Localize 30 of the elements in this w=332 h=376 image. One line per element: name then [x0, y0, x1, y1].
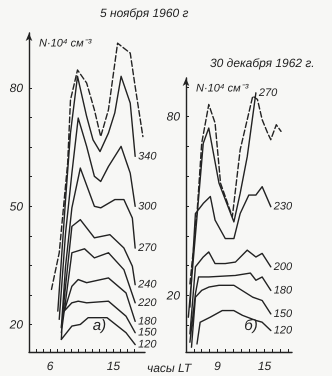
series-label: 270 — [258, 86, 278, 99]
series-label: 240 — [137, 278, 158, 291]
x-tick-label: 6 — [46, 359, 54, 373]
series-label: 180 — [138, 315, 158, 328]
y-tick-label: 80 — [166, 110, 180, 124]
series-label: 300 — [138, 200, 158, 212]
series-label: 120 — [274, 324, 294, 337]
series-label: 150 — [274, 308, 294, 320]
x-tick-label: 15 — [106, 359, 120, 373]
series-label: 340 — [138, 150, 158, 162]
series-label: 200 — [272, 260, 294, 273]
series-label: 230 — [272, 200, 294, 213]
y-axis-title: N·10⁴ см⁻³ — [196, 82, 249, 94]
y-tick-label: 20 — [8, 317, 24, 332]
y-tick-label: 80 — [10, 81, 24, 96]
annotation: а) — [92, 317, 106, 334]
series-label: 270 — [137, 242, 158, 254]
series-label: 180 — [274, 284, 294, 296]
series-label: 220 — [137, 296, 158, 309]
y-tick-label: 20 — [166, 288, 180, 302]
y-axis-title: N·10⁴ см⁻³ — [39, 38, 92, 50]
x-tick-label: 15 — [258, 359, 272, 373]
series-label: 120 — [138, 338, 158, 351]
x-axis-title: часы LT — [147, 361, 193, 375]
chart-title: 30 декабря 1962 г. — [210, 56, 315, 70]
chart-title: 5 ноября 1960 г — [100, 6, 188, 20]
annotation: б) — [244, 317, 258, 334]
y-tick-label: 50 — [10, 199, 24, 214]
x-tick-label: 9 — [214, 359, 222, 373]
series-label: 150 — [138, 326, 158, 339]
